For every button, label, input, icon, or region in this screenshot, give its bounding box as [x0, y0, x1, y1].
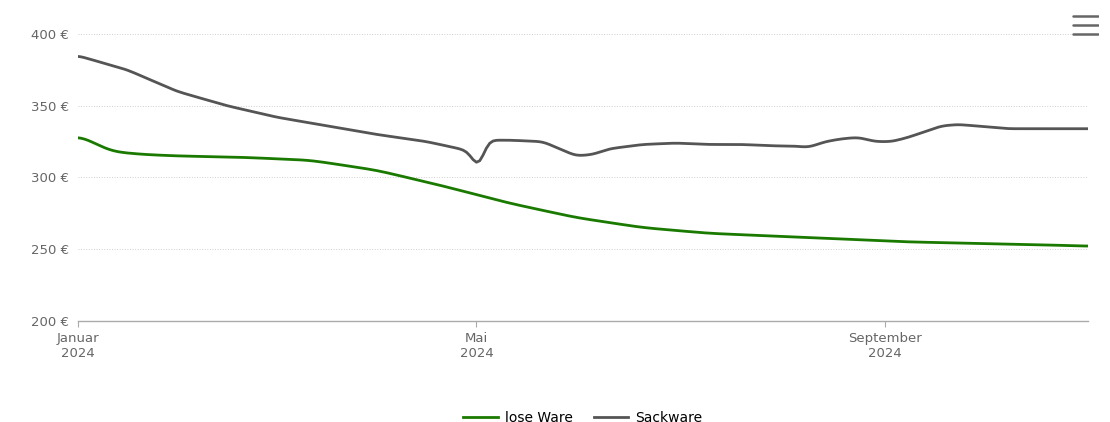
Legend: lose Ware, Sackware: lose Ware, Sackware	[457, 406, 708, 422]
